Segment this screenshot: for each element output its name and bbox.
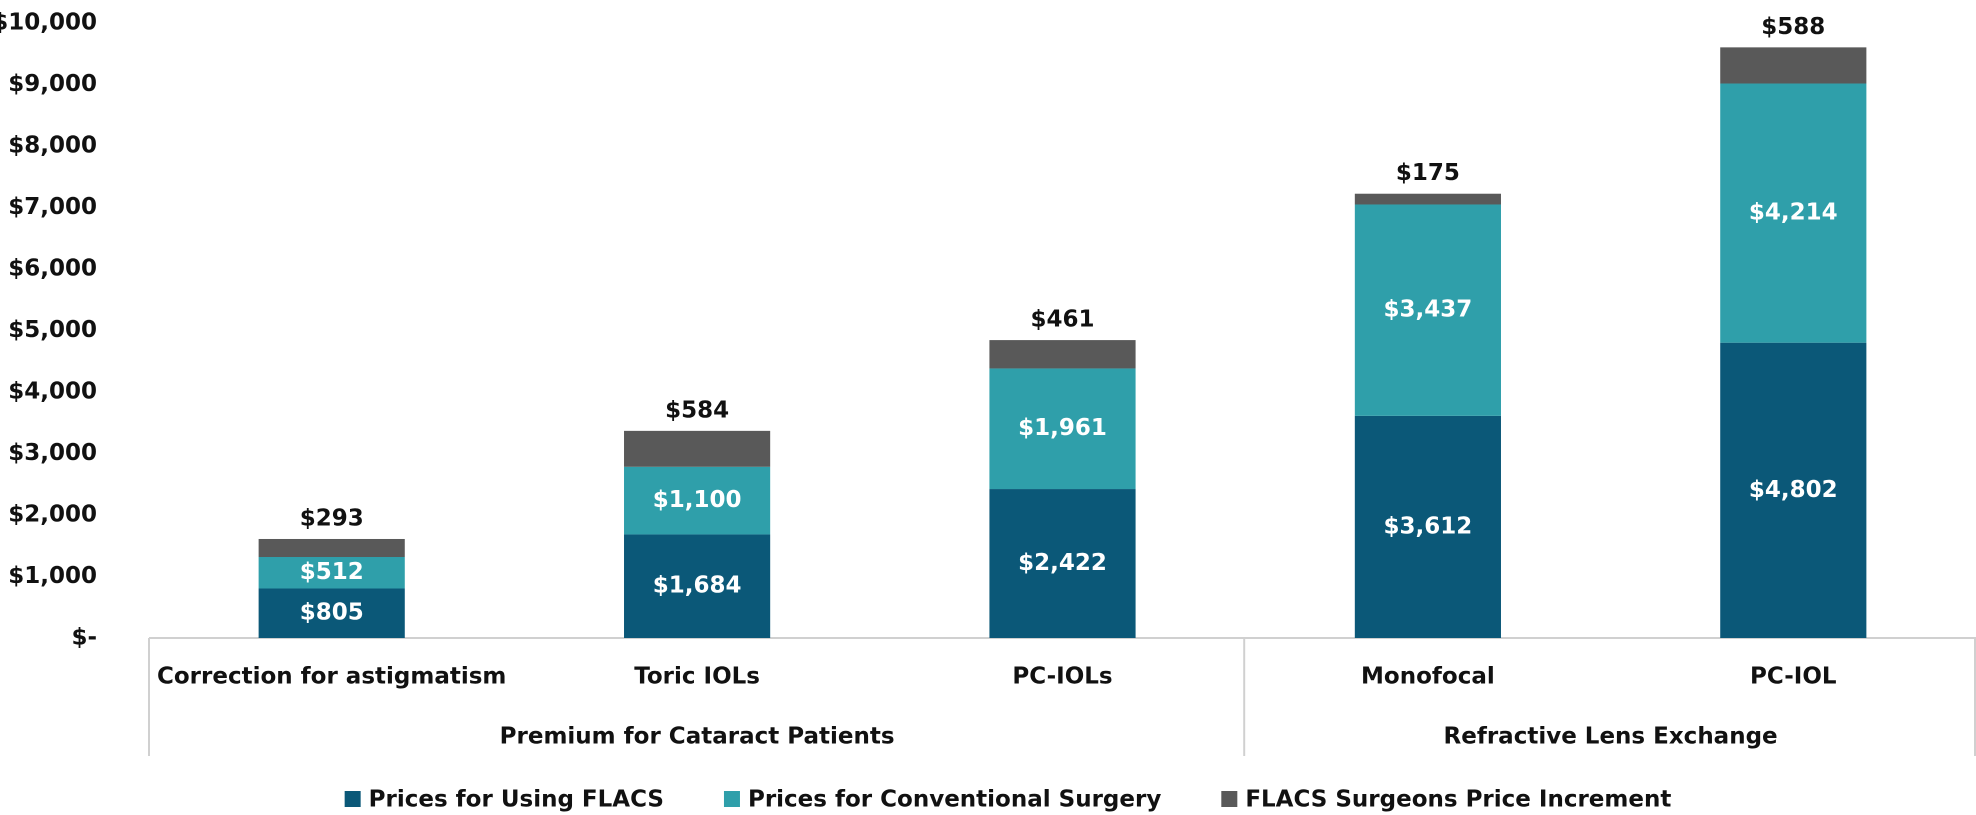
y-tick-label: $10,000	[0, 10, 97, 36]
bar-segment	[1354, 415, 1501, 638]
data-label: $584	[665, 397, 729, 423]
y-tick-label: $7,000	[8, 194, 97, 220]
data-label: $3,437	[1384, 297, 1473, 323]
legend-swatch	[723, 791, 740, 807]
legend-label: Prices for Using FLACS	[369, 787, 664, 813]
data-label: $588	[1761, 14, 1825, 40]
x-tick-label: PC-IOL	[1750, 664, 1837, 690]
bar-segment	[1720, 47, 1867, 84]
y-tick-label: $3,000	[8, 440, 97, 466]
legend-swatch	[344, 791, 361, 807]
bar-segment	[624, 534, 771, 638]
data-label: $293	[300, 505, 364, 531]
y-tick-label: $5,000	[8, 317, 97, 343]
legend-swatch	[1221, 791, 1238, 807]
data-label: $1,961	[1018, 415, 1107, 441]
bar-segment	[1720, 83, 1867, 343]
y-tick-label: $6,000	[8, 256, 97, 282]
bar-segment	[1354, 204, 1501, 416]
data-label: $175	[1396, 160, 1460, 186]
legend-label: FLACS Surgeons Price Increment	[1245, 787, 1671, 813]
y-tick-label: $2,000	[8, 502, 97, 528]
y-tick-label: $-	[71, 625, 97, 651]
y-tick-label: $8,000	[8, 133, 97, 159]
data-label: $1,684	[653, 573, 742, 599]
y-tick-label: $9,000	[8, 71, 97, 97]
bar-segment	[989, 368, 1136, 490]
group-label: Refractive Lens Exchange	[1444, 724, 1778, 750]
bar-segment	[1354, 193, 1501, 205]
data-label: $1,100	[653, 487, 742, 513]
data-label: $805	[300, 600, 364, 626]
data-label: $512	[300, 559, 364, 585]
x-tick-label: Correction for astigmatism	[157, 664, 506, 690]
bar-segment	[624, 466, 771, 535]
x-tick-label: Toric IOLs	[634, 664, 760, 690]
bar-segment	[989, 340, 1136, 369]
legend-label: Prices for Conventional Surgery	[748, 787, 1161, 813]
bar-segment	[624, 430, 771, 467]
bar-segment	[258, 557, 405, 589]
data-label: $4,802	[1749, 477, 1838, 503]
data-label: $2,422	[1018, 550, 1107, 576]
group-label: Premium for Cataract Patients	[500, 724, 895, 750]
data-label: $3,612	[1384, 513, 1473, 539]
bar-segment	[1720, 342, 1867, 638]
y-tick-label: $4,000	[8, 379, 97, 405]
bar-segment	[258, 538, 405, 558]
x-tick-label: Monofocal	[1361, 664, 1495, 690]
bar-segment	[258, 588, 405, 638]
y-tick-label: $1,000	[8, 563, 97, 589]
data-label: $461	[1030, 307, 1094, 333]
bar-segment	[989, 489, 1136, 638]
x-tick-label: PC-IOLs	[1012, 664, 1112, 690]
data-label: $4,214	[1749, 200, 1838, 226]
